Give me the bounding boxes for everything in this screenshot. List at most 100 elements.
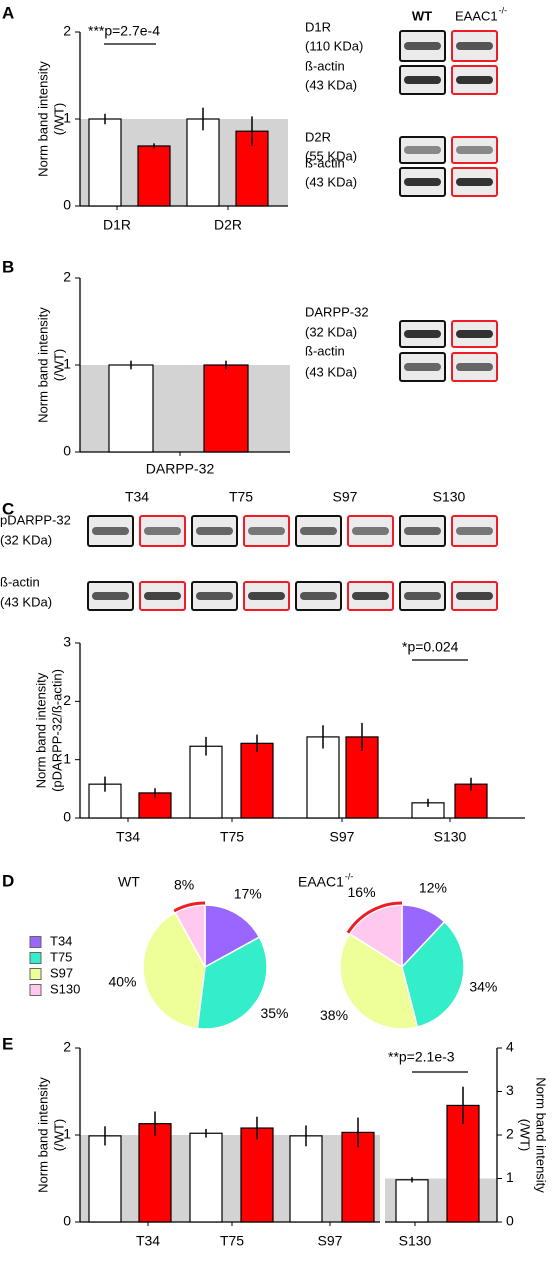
y-axis-label: (/WT) <box>51 103 66 135</box>
y-tick-label: 1 <box>63 110 71 126</box>
y-tick-label: 1 <box>506 1169 514 1185</box>
bar <box>88 783 122 819</box>
x-tick-label: T75 <box>220 829 244 845</box>
bar <box>235 130 269 207</box>
blot-band <box>196 527 233 535</box>
blot-label: DARPP-32 <box>305 304 369 319</box>
pie-title: EAAC1 <box>298 874 344 890</box>
blot-label: (32 KDa) <box>0 532 52 547</box>
x-tick-label: S97 <box>318 1233 343 1249</box>
pie-slice <box>339 932 419 1030</box>
blot-band <box>456 330 493 338</box>
blot-band <box>456 363 493 371</box>
blot-band <box>404 592 441 600</box>
x-tick-label: D1R <box>103 217 131 233</box>
y-tick-label: 1 <box>63 750 71 766</box>
panel-label: D <box>2 871 14 890</box>
x-tick-label: T34 <box>136 1233 160 1249</box>
legend-swatch <box>29 936 42 948</box>
legend-label: S97 <box>50 965 73 980</box>
blot-label: (43 KDa) <box>305 77 357 92</box>
blot-band <box>352 592 389 600</box>
blot-label: ß-actin <box>0 574 40 589</box>
bar <box>88 118 122 207</box>
bar <box>203 364 249 453</box>
legend-swatch <box>29 968 42 980</box>
blot-band <box>456 146 493 154</box>
blot-label: D2R <box>305 129 331 144</box>
blot-label: ß-actin <box>305 343 345 358</box>
pie-slice <box>142 911 206 1030</box>
blot-band <box>144 527 181 535</box>
blot-label: ß-actin <box>305 58 345 73</box>
blot-band <box>404 178 441 186</box>
slice-highlight <box>173 901 206 913</box>
blot-label: ß-actin <box>305 155 345 170</box>
panel-label: C <box>2 499 14 518</box>
y-axis-label: Norm band intensity <box>35 61 50 177</box>
bar <box>108 364 154 453</box>
y-tick-label: 0 <box>506 1213 514 1229</box>
annotation: ***p=2.7e-4 <box>88 23 160 39</box>
y-tick-label: 0 <box>63 443 71 459</box>
bar <box>189 745 223 819</box>
blot-band <box>92 527 129 535</box>
pie-value-label: 17% <box>234 885 262 901</box>
pie-title: WT <box>118 874 140 890</box>
annotation: **p=2.1e-3 <box>388 1049 455 1065</box>
bar <box>446 1104 480 1223</box>
y-tick-label: 4 <box>506 1039 514 1055</box>
pie-slice <box>174 904 206 968</box>
y-tick-label: 2 <box>63 692 71 708</box>
y-axis-label: (/WT) <box>518 1119 533 1151</box>
bar <box>138 1123 172 1223</box>
blot-label: D1R <box>305 19 331 34</box>
y-tick-label: 3 <box>63 634 71 650</box>
blot-band <box>404 527 441 535</box>
blot-band <box>456 592 493 600</box>
legend-swatch <box>29 984 42 996</box>
blot-band <box>456 42 493 50</box>
blot-column-label: T75 <box>229 489 253 505</box>
blot-band <box>404 146 441 154</box>
blot-band <box>144 592 181 600</box>
superscript: -/- <box>345 871 354 881</box>
pie-value-label: 34% <box>469 979 497 995</box>
blot-band <box>456 76 493 84</box>
bar <box>306 736 340 819</box>
blot-label: (55 KDa) <box>305 148 357 163</box>
blot-band <box>248 527 285 535</box>
x-tick-label: S130 <box>434 829 467 845</box>
bar <box>189 1132 223 1223</box>
blot-band <box>404 363 441 371</box>
y-axis-label: (/WT) <box>51 349 66 381</box>
bar <box>186 118 220 207</box>
annotation: *p=0.024 <box>402 639 459 655</box>
slice-highlight <box>346 901 403 934</box>
bar <box>289 1135 323 1223</box>
pie-value-label: 8% <box>174 876 194 892</box>
bar <box>395 1179 429 1223</box>
pie-value-label: 12% <box>419 880 447 896</box>
blot-band <box>404 76 441 84</box>
pie-slice <box>348 904 403 969</box>
bar <box>240 1127 274 1223</box>
y-tick-label: 0 <box>63 1213 71 1229</box>
legend-label: T75 <box>50 949 72 964</box>
pie-slice <box>401 920 465 1028</box>
panel-label: B <box>2 257 14 276</box>
blot-label: (32 KDa) <box>305 324 357 339</box>
legend-swatch <box>29 952 42 964</box>
bar <box>137 145 171 207</box>
blot-column-label: T34 <box>125 489 149 505</box>
panel-label: A <box>2 3 14 22</box>
y-axis-label: (pDARPP-32/ß-actin) <box>49 669 64 792</box>
y-tick-label: 2 <box>63 23 71 39</box>
blot-column-label: S97 <box>333 489 358 505</box>
pie-slice <box>204 904 261 969</box>
blot-band <box>300 592 337 600</box>
bar <box>88 1135 122 1223</box>
y-axis-label: Norm band intensity <box>534 1077 549 1193</box>
x-tick-label: T75 <box>220 1233 244 1249</box>
blot-band <box>300 527 337 535</box>
